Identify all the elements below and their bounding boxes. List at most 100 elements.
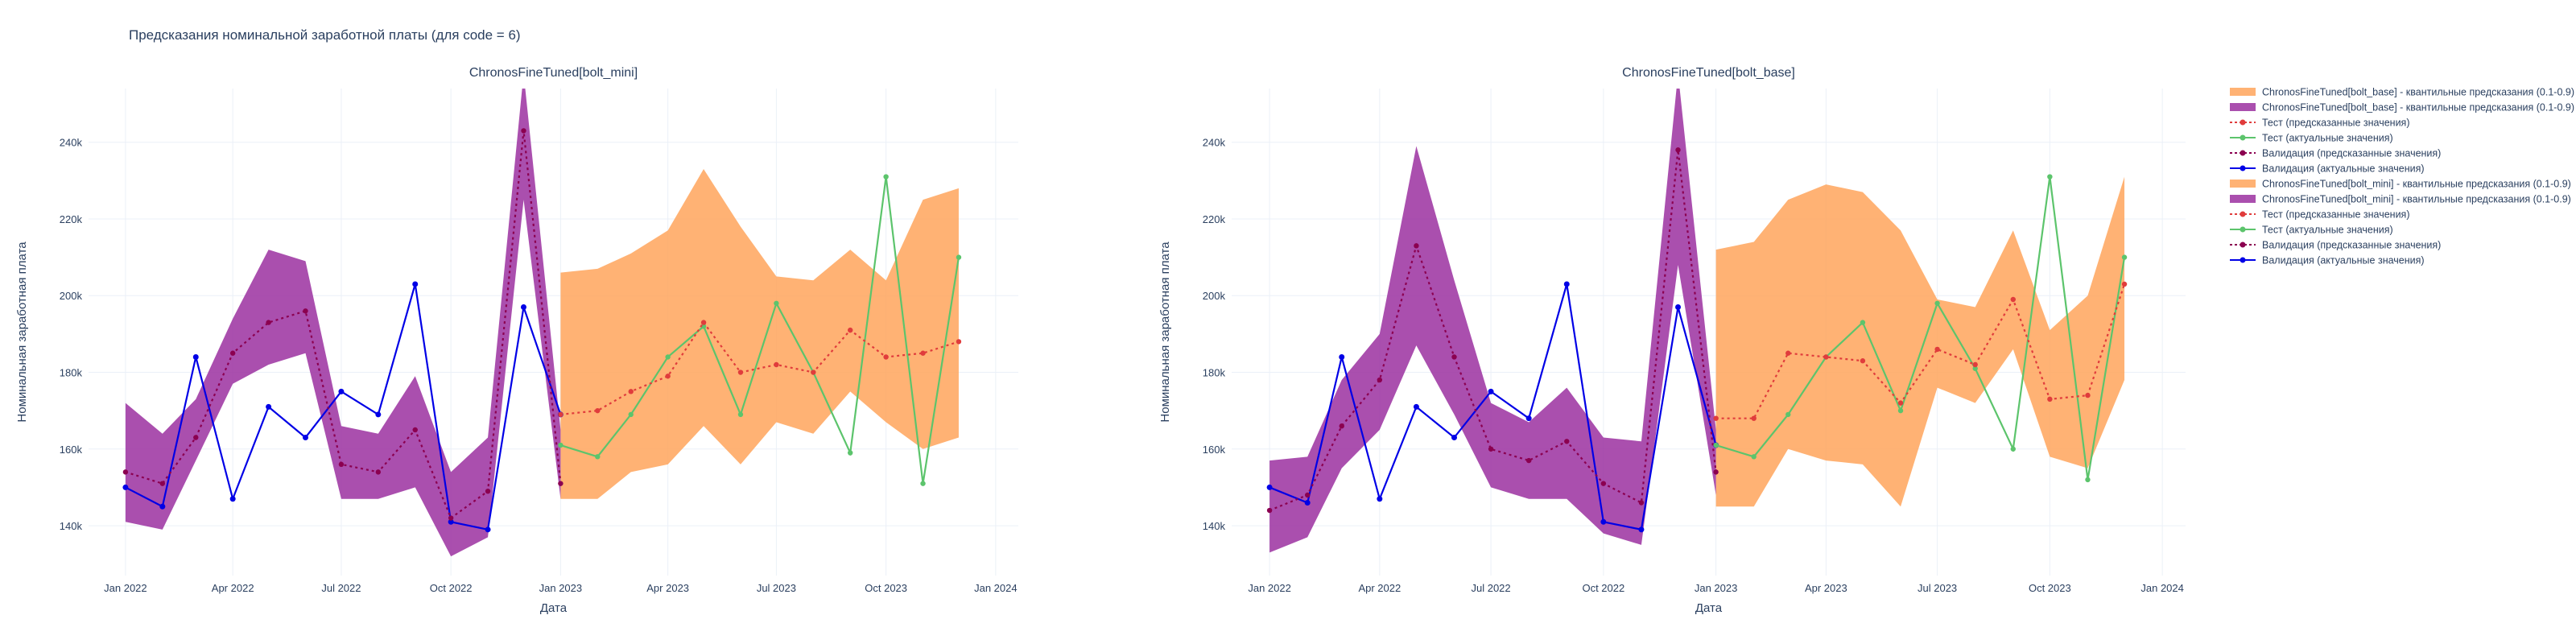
validation-predicted-line-point: [303, 308, 308, 314]
test-predicted-line-point: [1823, 354, 1829, 360]
validation-quantile-band: [1269, 89, 1716, 553]
validation-actual-line-point: [1451, 435, 1457, 441]
legend-marker: [2240, 150, 2246, 156]
validation-predicted-line-point: [1414, 243, 1419, 249]
test-actual-line-point: [1934, 300, 1940, 306]
x-tick-label: Oct 2022: [430, 582, 473, 594]
test-actual-line: [560, 176, 960, 484]
subplot-title-bolt-base: ChronosFineTuned[bolt_base]: [1622, 66, 1795, 80]
validation-predicted-line-point: [1304, 492, 1311, 498]
legend-marker: [2240, 257, 2246, 263]
x-tick-label: Jan 2024: [2140, 582, 2184, 594]
legend-swatch: [2230, 88, 2256, 96]
legend-label: Валидация (предсказанные значения): [2262, 240, 2441, 251]
x-tick-label: Apr 2023: [646, 582, 689, 594]
y-tick-label: 240k: [60, 137, 83, 149]
legend-swatch: [2230, 103, 2256, 111]
test-predicted-line-point: [1713, 415, 1719, 421]
x-tick-label: Apr 2023: [1805, 582, 1847, 594]
validation-actual-line-point: [1488, 388, 1494, 394]
legend-marker: [2240, 226, 2246, 233]
x-tick-label: Oct 2023: [865, 582, 907, 594]
validation-actual-line-point: [485, 526, 491, 533]
y-tick-label: 160k: [1203, 444, 1226, 456]
validation-actual-line-point: [1339, 353, 1345, 360]
validation-actual-line-point: [266, 403, 272, 410]
test-actual-line-point: [2085, 477, 2091, 483]
x-tick-label: Jan 2023: [539, 582, 583, 594]
legend-item[interactable]: ChronosFineTuned[bolt_base] - квантильны…: [2230, 102, 2574, 114]
legend-item[interactable]: Тест (предсказанные значения): [2230, 209, 2409, 221]
validation-actual-line-point: [448, 518, 454, 525]
x-tick-label: Jan 2024: [974, 582, 1018, 594]
test-actual-line-point: [665, 354, 671, 360]
validation-predicted-line-point: [229, 350, 236, 356]
legend-item[interactable]: Валидация (актуальные значения): [2230, 255, 2425, 266]
validation-actual-line-point: [520, 304, 526, 311]
validation-predicted-line-point: [1713, 469, 1719, 475]
plot-area: [1266, 89, 2128, 553]
validation-actual-line-point: [192, 353, 199, 360]
y-tick-label: 200k: [1203, 290, 1226, 302]
validation-predicted-line-point: [159, 481, 166, 486]
x-tick-label: Jul 2023: [1918, 582, 1957, 594]
test-actual-line-point: [883, 174, 889, 180]
test-actual-line-point: [700, 324, 707, 329]
validation-predicted-line-point: [338, 461, 345, 468]
test-actual-line-point: [2121, 254, 2128, 260]
test-predicted-line: [560, 320, 960, 416]
legend-item[interactable]: ChronosFineTuned[bolt_mini] - квантильны…: [2230, 179, 2571, 190]
test-predicted-line-point: [920, 350, 926, 356]
legend-item[interactable]: Тест (предсказанные значения): [2230, 118, 2409, 129]
test-predicted-line-point: [2121, 281, 2128, 287]
validation-actual-line-point: [1563, 281, 1570, 287]
test-predicted-line-point: [848, 327, 853, 333]
x-tick-label: Jan 2022: [1248, 582, 1291, 594]
validation-actual-line-point: [1377, 496, 1383, 502]
x-axis-label: Дата: [540, 601, 568, 615]
test-actual-line-point: [848, 450, 853, 456]
validation-actual-line-point: [303, 435, 308, 441]
y-tick-label: 140k: [1203, 520, 1226, 532]
legend-label: Валидация (актуальные значения): [2262, 255, 2425, 266]
legend-item[interactable]: Тест (актуальные значения): [2230, 225, 2393, 236]
y-tick-label: 240k: [1203, 137, 1226, 149]
subplot-bolt-base: ChronosFineTuned[bolt_base] Номинальная …: [1158, 66, 2186, 615]
legend-item[interactable]: ChronosFineTuned[bolt_mini] - квантильны…: [2230, 194, 2571, 205]
validation-predicted-line-point: [521, 128, 526, 134]
legend-item[interactable]: Валидация (предсказанные значения): [2230, 148, 2441, 159]
validation-actual-line-point: [1525, 415, 1532, 422]
subplot-title-bolt-mini: ChronosFineTuned[bolt_mini]: [469, 66, 638, 80]
test-predicted-line-point: [558, 411, 564, 418]
validation-predicted-line-point: [485, 488, 491, 494]
validation-predicted-line-point: [1564, 439, 1570, 444]
validation-predicted-line-point: [1600, 481, 1607, 486]
legend-label: Тест (актуальные значения): [2262, 225, 2393, 236]
legend-item[interactable]: Валидация (актуальные значения): [2230, 163, 2425, 175]
legend-label: Тест (актуальные значения): [2262, 133, 2393, 144]
test-actual-line: [1715, 176, 2126, 481]
y-tick-label: 140k: [60, 520, 83, 532]
test-predicted-line-point: [883, 354, 889, 360]
test-quantile-band: [1715, 176, 2125, 507]
legend-label: ChronosFineTuned[bolt_mini] - квантильны…: [2262, 194, 2571, 205]
y-tick-label: 180k: [1203, 367, 1226, 379]
test-actual-line-point: [956, 254, 962, 260]
test-predicted-line-point: [737, 369, 744, 375]
test-predicted-line-point: [1860, 358, 1866, 364]
legend-item[interactable]: Валидация (предсказанные значения): [2230, 240, 2441, 251]
test-actual-line-point: [920, 481, 926, 486]
test-predicted-line-point: [1934, 346, 1940, 353]
test-predicted-line-point: [1897, 400, 1904, 406]
test-predicted-line-point: [956, 339, 962, 345]
test-actual-line-point: [558, 442, 564, 448]
legend-item[interactable]: Тест (актуальные значения): [2230, 133, 2393, 144]
test-predicted-line-point: [2047, 396, 2053, 402]
legend-item[interactable]: ChronosFineTuned[bolt_base] - квантильны…: [2230, 87, 2574, 98]
test-actual-line-point: [2047, 174, 2053, 180]
test-predicted-line-point: [665, 374, 671, 379]
test-predicted-line-point: [628, 389, 634, 394]
y-axis-label: Номинальная заработная плата: [15, 242, 29, 423]
test-predicted-line-point: [1785, 350, 1791, 356]
